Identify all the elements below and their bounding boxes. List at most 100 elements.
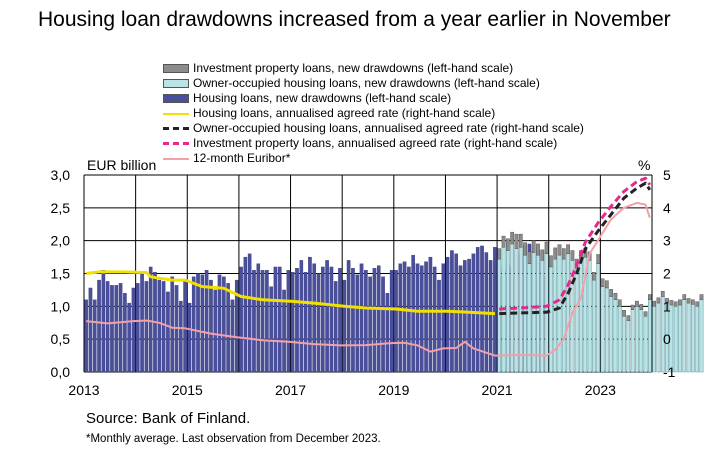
source-text: Source: Bank of Finland. [86,410,251,427]
x-axis-tick-label: 2021 [482,382,513,398]
legend-swatch-line [163,157,189,160]
bar-owner-occupied-loans [639,309,644,373]
legend-label: Owner-occupied housing loans, new drawdo… [193,76,540,90]
bar-investment-loans [531,240,536,253]
bar-housing-loans [131,287,136,373]
right-axis-tick-label: 2 [663,266,671,282]
left-axis-tick-label: 1,5 [51,266,71,282]
bar-investment-loans [682,294,687,300]
bar-housing-loans [277,266,282,373]
legend-label: Owner-occupied housing loans, annualised… [193,121,584,135]
bar-investment-loans [596,254,601,264]
bar-housing-loans [329,266,334,373]
bar-housing-loans [432,266,437,373]
right-axis-tick-label: 4 [663,200,671,216]
bar-housing-loans [463,260,467,373]
bar-housing-loans [441,263,446,373]
bar-owner-occupied-loans [686,302,691,373]
bar-housing-loans [428,256,433,373]
bar-owner-occupied-loans [695,306,700,373]
left-axis-tick-label: 0,0 [51,364,71,380]
line-euribor [86,201,651,357]
bar-housing-loans [200,274,205,373]
bar-housing-loans [346,260,351,373]
legend-label: Investment property loans, annualised ag… [193,136,558,150]
legend-label: Housing loans, new drawdowns (left-hand … [193,91,452,105]
bar-housing-loans [376,265,381,373]
left-axis-tick-label: 2,5 [51,200,71,216]
bar-investment-loans [497,248,502,260]
bar-owner-occupied-loans [609,296,613,373]
bar-housing-loans [226,283,230,373]
bar-housing-loans [209,279,213,373]
legend-item: Owner-occupied housing loans, annualised… [163,121,584,136]
legend: Investment property loans, new drawdowns… [163,61,584,166]
bar-investment-loans [695,301,700,307]
bar-owner-occupied-loans [587,260,592,373]
bar-housing-loans [286,270,291,373]
bar-housing-loans [398,263,403,373]
bar-housing-loans [355,274,360,373]
bar-housing-loans [213,289,218,373]
bar-investment-loans [536,243,540,256]
line-housing-rate [86,270,495,316]
bar-owner-occupied-loans [673,306,678,373]
bar-owner-occupied-loans [678,304,682,373]
left-axis-tick-label: 1,0 [51,298,71,314]
bar-housing-loans [196,273,200,373]
bar-investment-loans [514,233,519,249]
bar-investment-loans [501,235,506,248]
right-axis-tick-label: -1 [663,364,676,380]
bar-investment-loans [505,238,510,251]
bar-housing-loans [273,266,278,373]
bar-investment-loans [604,280,609,289]
bar-housing-loans [290,272,295,373]
legend-item: Investment property loans, annualised ag… [163,136,584,151]
bar-housing-loans [385,293,390,373]
bar-owner-occupied-loans [647,299,652,373]
bar-housing-loans [97,279,101,373]
bar-housing-loans [394,270,398,373]
x-axis-tick-label: 2019 [378,382,409,398]
bar-housing-loans [105,281,110,373]
bar-investment-loans [647,294,652,300]
legend-item: Investment property loans, new drawdowns… [163,61,584,76]
bar-owner-occupied-loans [600,286,605,373]
bar-housing-loans [411,254,415,373]
bar-housing-loans [243,256,248,373]
legend-swatch-box [163,94,189,103]
bar-housing-loans [157,279,162,373]
bar-owner-occupied-loans [630,309,635,373]
bar-housing-loans [265,270,269,373]
right-axis-unit: % [638,157,651,173]
bar-housing-loans [407,266,411,373]
bar-investment-loans [652,300,657,307]
bar-housing-loans [179,300,183,373]
bar-investment-loans [635,300,639,307]
bar-housing-loans [88,287,93,373]
bar-investment-loans [691,299,695,305]
bar-investment-loans [673,301,678,307]
bar-owner-occupied-loans [579,258,583,373]
bar-investment-loans [622,310,626,317]
bar-owner-occupied-loans [566,253,570,373]
bar-housing-loans [308,256,312,373]
bar-housing-loans [187,302,192,373]
bar-owner-occupied-loans [682,299,687,373]
legend-label: 12-month Euribor* [193,151,291,165]
bar-housing-loans [424,261,428,373]
bar-investment-loans [660,291,665,297]
bar-investment-loans [510,231,515,245]
bar-housing-loans [333,281,338,373]
bar-housing-loans [312,263,317,373]
bar-housing-loans [269,286,273,373]
legend-label: Investment property loans, new drawdowns… [193,61,514,75]
bar-investment-loans [540,249,545,261]
bar-housing-loans [140,273,144,373]
right-axis-tick-label: 1 [663,298,671,314]
line-owner-occupied-rate [499,181,652,316]
bar-owner-occupied-loans [561,258,566,373]
bar-housing-loans [170,276,175,373]
x-axis-tick-label: 2013 [68,382,99,398]
bar-investment-loans [678,299,682,306]
